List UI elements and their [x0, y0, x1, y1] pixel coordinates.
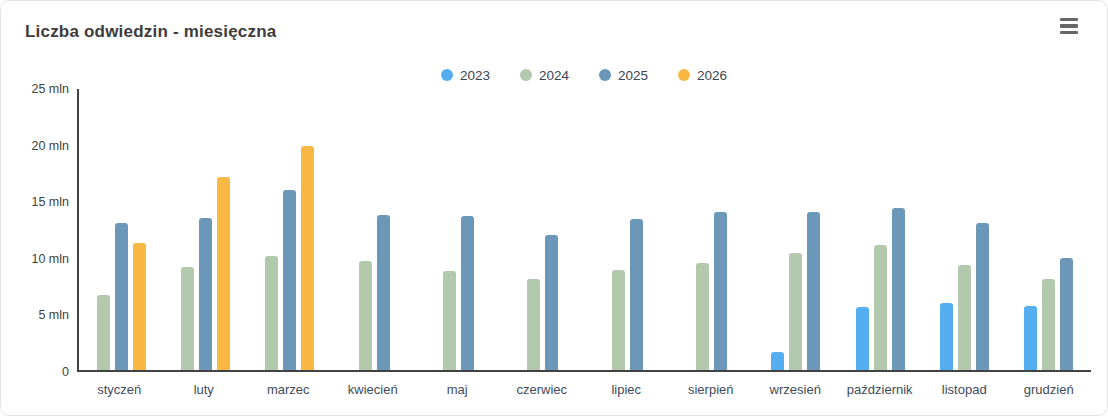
y-axis-labels: 0 5 mln 10 mln 15 mln 20 mln 25 mln [1, 1, 69, 416]
bar-2024-marzec[interactable] [265, 256, 278, 370]
bar-2024-sierpień[interactable] [696, 263, 709, 370]
legend-dot-icon [441, 69, 453, 81]
bar-2024-kwiecień[interactable] [359, 261, 372, 370]
bar-2025-maj[interactable] [461, 216, 474, 370]
x-label-lipiec: lipiec [584, 382, 669, 397]
bar-2024-grudzień[interactable] [1042, 279, 1055, 370]
bar-2025-kwiecień[interactable] [377, 215, 390, 370]
bar-2026-marzec[interactable] [301, 146, 314, 370]
bar-2024-styczeń[interactable] [97, 295, 110, 370]
y-tick-label: 25 mln [1, 82, 69, 96]
month-group-wrzesień [754, 89, 838, 370]
bar-2025-czerwiec[interactable] [545, 235, 558, 370]
y-tick-label: 5 mln [1, 308, 69, 322]
x-label-maj: maj [415, 382, 500, 397]
legend-item-2024[interactable]: 2024 [520, 68, 569, 83]
month-group-lipiec [585, 89, 669, 370]
legend-item-2023[interactable]: 2023 [441, 68, 490, 83]
hamburger-bar [1060, 18, 1078, 21]
chart-card: Liczba odwiedzin - miesięczna 2023202420… [0, 0, 1108, 416]
month-group-październik [838, 89, 922, 370]
bar-2024-listopad[interactable] [958, 265, 971, 370]
bar-2025-grudzień[interactable] [1060, 258, 1073, 370]
chart-legend: 2023 2024 2025 2026 [77, 65, 1091, 85]
x-axis-labels: styczeńlutymarzeckwiecieńmajczerwieclipi… [77, 382, 1091, 397]
legend-label: 2023 [460, 68, 490, 83]
bar-2023-grudzień[interactable] [1024, 306, 1037, 370]
x-label-listopad: listopad [922, 382, 1007, 397]
hamburger-bar [1060, 24, 1078, 27]
bar-2025-luty[interactable] [199, 218, 212, 370]
month-group-grudzień [1007, 89, 1091, 370]
legend-dot-icon [678, 69, 690, 81]
x-label-kwiecień: kwiecień [331, 382, 416, 397]
month-group-sierpień [669, 89, 753, 370]
x-label-sierpień: sierpień [669, 382, 754, 397]
x-label-grudzień: grudzień [1007, 382, 1092, 397]
month-group-styczeń [79, 89, 163, 370]
bar-2026-luty[interactable] [217, 177, 230, 370]
x-label-październik: październik [838, 382, 923, 397]
month-group-listopad [922, 89, 1006, 370]
month-group-kwiecień [332, 89, 416, 370]
x-label-marzec: marzec [246, 382, 331, 397]
month-group-luty [163, 89, 247, 370]
hamburger-menu-icon[interactable] [1060, 18, 1078, 34]
bar-2024-październik[interactable] [874, 245, 887, 370]
bar-2023-wrzesień[interactable] [771, 352, 784, 370]
legend-label: 2025 [618, 68, 648, 83]
bar-2024-wrzesień[interactable] [789, 253, 802, 370]
month-group-czerwiec [501, 89, 585, 370]
bar-2024-maj[interactable] [443, 271, 456, 370]
bar-2023-październik[interactable] [856, 307, 869, 370]
legend-label: 2026 [697, 68, 727, 83]
x-label-wrzesień: wrzesień [753, 382, 838, 397]
month-group-maj [416, 89, 500, 370]
bar-2025-sierpień[interactable] [714, 212, 727, 370]
hamburger-bar [1060, 31, 1078, 34]
bar-2025-marzec[interactable] [283, 190, 296, 370]
y-tick-label: 20 mln [1, 139, 69, 153]
bar-2025-wrzesień[interactable] [807, 212, 820, 370]
y-tick-label: 15 mln [1, 195, 69, 209]
x-label-luty: luty [162, 382, 247, 397]
legend-dot-icon [520, 69, 532, 81]
bar-2026-styczeń[interactable] [133, 243, 146, 370]
bar-2025-listopad[interactable] [976, 223, 989, 370]
y-tick-label: 0 [1, 365, 69, 379]
x-label-czerwiec: czerwiec [500, 382, 585, 397]
x-label-styczeń: styczeń [77, 382, 162, 397]
legend-item-2025[interactable]: 2025 [599, 68, 648, 83]
legend-item-2026[interactable]: 2026 [678, 68, 727, 83]
y-tick-label: 10 mln [1, 252, 69, 266]
bar-2024-czerwiec[interactable] [527, 279, 540, 370]
bar-2024-lipiec[interactable] [612, 270, 625, 370]
legend-dot-icon [599, 69, 611, 81]
bar-2025-lipiec[interactable] [630, 219, 643, 370]
bar-2025-styczeń[interactable] [115, 223, 128, 370]
legend-label: 2024 [539, 68, 569, 83]
bar-2024-luty[interactable] [181, 267, 194, 370]
bar-2025-październik[interactable] [892, 208, 905, 370]
bar-chart-plot-area [77, 89, 1091, 372]
month-group-marzec [248, 89, 332, 370]
bar-2023-listopad[interactable] [940, 303, 953, 370]
